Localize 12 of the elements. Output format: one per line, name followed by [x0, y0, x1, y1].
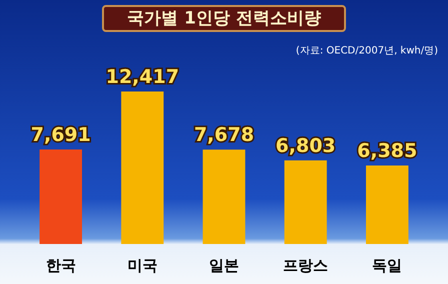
data-label: 6,385 [357, 140, 418, 162]
x-tick-label: 독일 [372, 256, 402, 274]
x-tick-label: 미국 [127, 256, 158, 274]
data-label: 7,678 [194, 124, 254, 146]
data-label: 6,803 [276, 134, 336, 157]
text: (자료: OECD/2007년, kwh/명) [296, 46, 438, 56]
x-tick-label: 일본 [209, 256, 239, 274]
data-label: 12,417 [106, 66, 180, 88]
x-tick-label: 프랑스 [283, 256, 328, 274]
data-label: 7,691 [30, 124, 91, 146]
x-tick-label: 한국 [46, 256, 76, 274]
chart-title: 국가별 1인당 전력소비량 [127, 8, 321, 28]
